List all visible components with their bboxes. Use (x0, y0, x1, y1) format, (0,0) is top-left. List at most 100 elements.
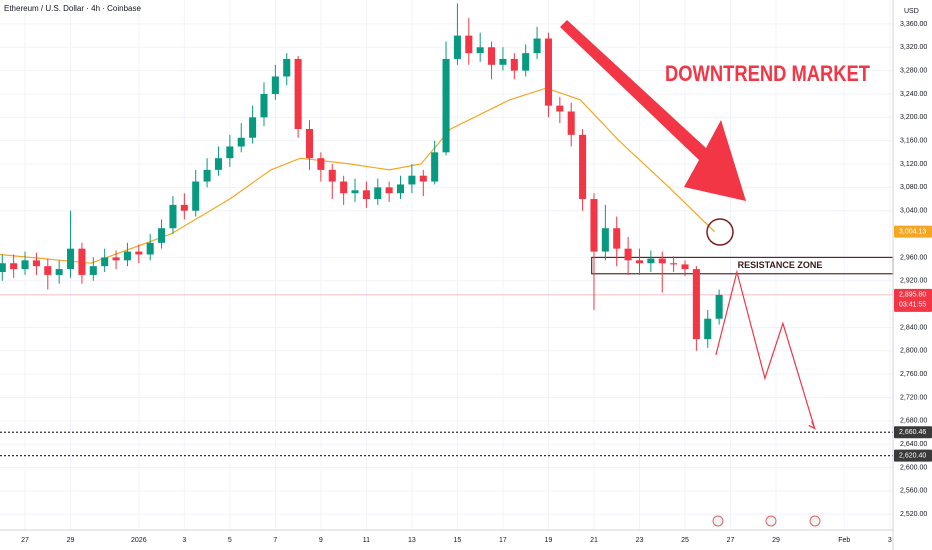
candle-body (203, 169, 211, 182)
candle-body (158, 228, 166, 243)
y-tick-label: 3,360.00 (900, 21, 927, 28)
candle-body (305, 128, 314, 159)
x-tick-label: 3 (888, 537, 892, 544)
projection-arrowhead (808, 421, 816, 430)
candle-body (431, 152, 439, 182)
y-tick-label: 2,600.00 (900, 464, 927, 471)
candle-body (397, 184, 405, 194)
y-tick-label: 3,200.00 (900, 114, 927, 121)
event-icon (809, 515, 821, 527)
candle-body (112, 257, 120, 261)
x-tick-label: 11 (363, 537, 370, 544)
candle-body (214, 158, 222, 170)
candle-body (101, 257, 109, 267)
candle-body (442, 58, 450, 153)
x-tick-label: 29 (67, 537, 75, 544)
candle-body (579, 134, 587, 200)
candle-body (10, 263, 18, 270)
candle-body (340, 181, 348, 194)
x-tick-label: 7 (273, 537, 277, 544)
zone-label: RESISTANCE ZONE (738, 260, 823, 270)
candle-body (715, 294, 723, 319)
candle-body (624, 248, 632, 261)
candle-body (533, 38, 541, 54)
candle-body (21, 260, 29, 270)
candle-body (67, 248, 75, 270)
candle-body (169, 204, 177, 229)
price-label-box (894, 288, 932, 312)
candle-body (635, 260, 644, 264)
x-tick-label: 21 (590, 537, 598, 544)
candle-body (78, 248, 86, 275)
candle-body (328, 169, 336, 182)
price-label: 2,660.46 (899, 429, 926, 436)
candle-body (260, 93, 268, 118)
x-tick-label: 15 (454, 537, 462, 544)
candle-body (237, 137, 245, 147)
x-tick-label: Feb (838, 537, 850, 544)
candle-body (55, 269, 63, 275)
candle-body (556, 105, 564, 112)
y-tick-label: 3,040.00 (900, 208, 927, 215)
candle-body (488, 47, 496, 65)
price-label: 2,895.80 (899, 292, 926, 299)
x-tick-label: 3 (182, 537, 186, 544)
price-label-box (894, 225, 932, 238)
x-tick-label: 13 (408, 537, 416, 544)
y-tick-label: 3,120.00 (900, 161, 927, 168)
candle-body (226, 146, 234, 159)
candle-body (135, 251, 143, 255)
candle-body (476, 47, 484, 54)
y-tick-label: 2,720.00 (900, 394, 927, 401)
candle-body (249, 117, 257, 138)
candle-body (567, 111, 575, 135)
y-tick-label: 2,560.00 (900, 488, 927, 495)
x-tick-label: 9 (319, 537, 323, 544)
x-tick-label: 23 (636, 537, 644, 544)
x-tick-label: 27 (727, 537, 735, 544)
candle-body (317, 158, 325, 170)
candle-body (522, 53, 530, 71)
candle-body (499, 58, 507, 65)
candle-body (590, 199, 598, 252)
price-label: 2,620.40 (899, 452, 926, 459)
candle-body (453, 35, 461, 59)
countdown: 03:41:55 (899, 302, 926, 309)
moving-average (0, 87, 716, 264)
price-label: 3,004.13 (899, 228, 926, 235)
plot-area: RESISTANCE ZONE (0, 3, 894, 457)
candle-body (658, 258, 666, 264)
candle-body (374, 187, 382, 200)
y-tick-label: 2,520.00 (900, 511, 927, 518)
y-tick-label: 2,680.00 (900, 418, 927, 425)
event-icon (765, 515, 777, 527)
y-tick-label: 3,080.00 (900, 184, 927, 191)
y-tick-label: 2,960.00 (900, 254, 927, 261)
candle-body (647, 258, 655, 264)
x-tick-label: 17 (499, 537, 507, 544)
headline: DOWNTREND MARKET (665, 61, 870, 86)
candle-body (408, 175, 416, 185)
candle-body (385, 187, 393, 194)
price-label-box (894, 426, 932, 439)
candle-body (146, 242, 154, 255)
candle-body (601, 228, 609, 252)
projection-line (715, 269, 816, 429)
grid (0, 0, 893, 530)
candle-body (283, 58, 291, 77)
candle-body (32, 260, 40, 267)
candle-body (704, 318, 712, 340)
price-label-box (894, 449, 932, 462)
candle-body (192, 181, 200, 211)
axes: 3,360.00 3,320.00 3,280.00 3,240.00 3,200.00… (21, 21, 932, 544)
x-tick-label: 2026 (131, 537, 147, 544)
candle-body (692, 269, 700, 340)
candle-body (294, 58, 302, 129)
candle-body (0, 263, 6, 273)
y-tick-label: 3,280.00 (900, 67, 927, 74)
currency-label: USD (904, 8, 919, 15)
candle-body (670, 263, 678, 265)
candle-body (44, 266, 52, 275)
